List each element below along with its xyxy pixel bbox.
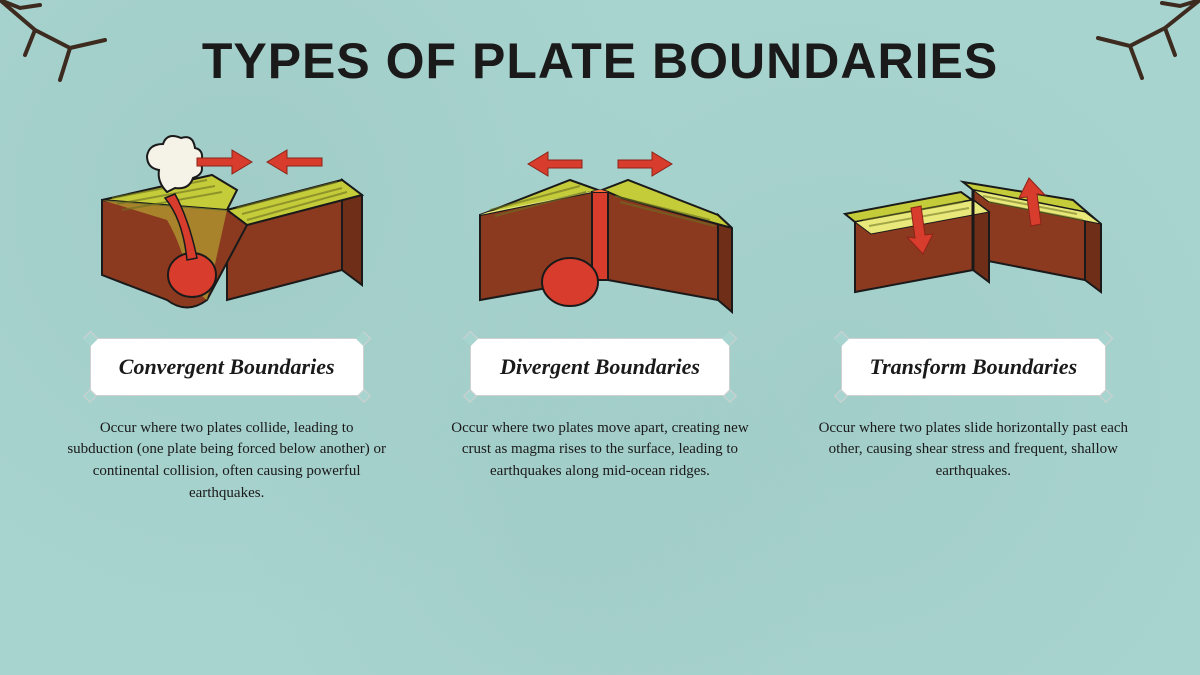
label-convergent: Convergent Boundaries xyxy=(119,353,335,381)
desc-divergent: Occur where two plates move apart, creat… xyxy=(430,418,770,483)
desc-convergent: Occur where two plates collide, leading … xyxy=(57,418,397,505)
page-title: TYPES OF PLATE BOUNDARIES xyxy=(0,0,1200,90)
label-box-convergent: Convergent Boundaries xyxy=(90,338,364,396)
desc-transform: Occur where two plates slide horizontall… xyxy=(803,418,1143,483)
arrows-outward-icon xyxy=(528,152,672,176)
arrows-inward-icon xyxy=(197,150,322,174)
label-box-divergent: Divergent Boundaries xyxy=(470,338,730,396)
panel-transform: Transform Boundaries Occur where two pla… xyxy=(803,120,1143,505)
panel-convergent: Convergent Boundaries Occur where two pl… xyxy=(57,120,397,505)
label-divergent: Divergent Boundaries xyxy=(499,353,701,381)
illustration-convergent xyxy=(87,120,367,320)
illustration-divergent xyxy=(460,120,740,320)
panel-divergent: Divergent Boundaries Occur where two pla… xyxy=(430,120,770,505)
label-box-transform: Transform Boundaries xyxy=(841,338,1107,396)
label-transform: Transform Boundaries xyxy=(870,353,1078,381)
illustration-transform xyxy=(833,120,1113,320)
panels-row: Convergent Boundaries Occur where two pl… xyxy=(0,90,1200,505)
